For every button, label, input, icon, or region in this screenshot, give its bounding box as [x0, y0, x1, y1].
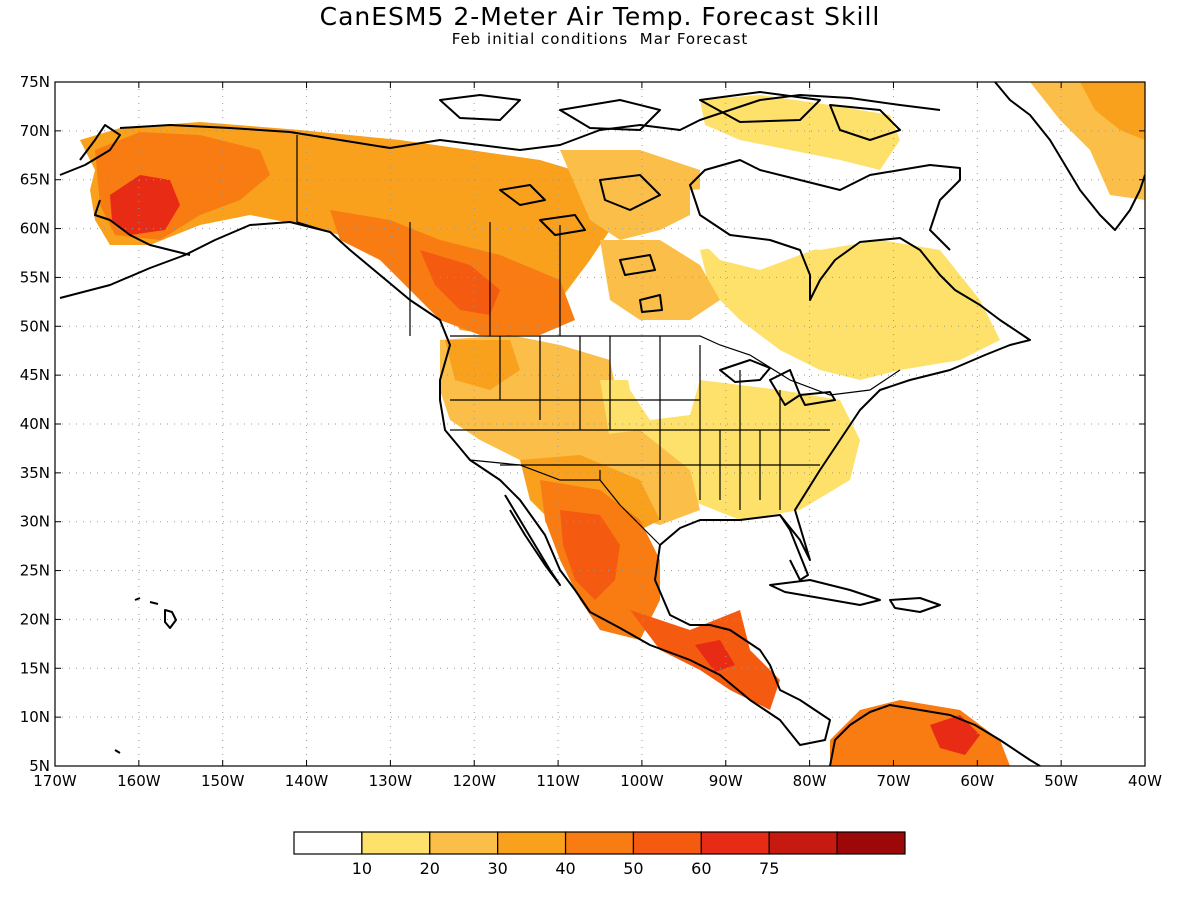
skill-region-pnw [445, 340, 520, 390]
latitude-label: 10N [20, 708, 50, 726]
longitude-label: 110W [536, 772, 580, 790]
longitude-labels: 170W 160W 150W 140W 130W 120W 110W 100W 90W 80W 70… [33, 772, 1162, 790]
skill-region-mexico-core [560, 510, 620, 600]
latitude-label: 65N [20, 171, 50, 189]
border-alaska-canada [296, 135, 351, 251]
latitude-label: 55N [20, 268, 50, 286]
latitude-label: 15N [20, 659, 50, 677]
coastline-north-america [59, 159, 1031, 746]
latitude-label: 25N [20, 562, 50, 580]
longitude-label: 170W [33, 772, 77, 790]
coastline-hawaii [114, 597, 177, 754]
colorbar-swatch [429, 831, 499, 855]
border-us-canada [450, 335, 901, 396]
colorbar-label: 30 [487, 859, 507, 878]
coastline-south-america [829, 704, 1041, 766]
coastline-baja [504, 494, 561, 586]
colorbar-label: 40 [555, 859, 575, 878]
longitude-label: 140W [285, 772, 329, 790]
latitude-label: 35N [20, 464, 50, 482]
colorbar-swatch [361, 831, 431, 855]
colorbar-label: 10 [352, 859, 372, 878]
coastline-greenland [994, 82, 1145, 231]
longitude-label: 120W [452, 772, 496, 790]
colorbar-swatch [293, 831, 363, 855]
skill-region-ontario [600, 240, 720, 320]
skill-region-alaska-max [110, 175, 180, 235]
longitude-label: 130W [369, 772, 413, 790]
latitude-labels: 75N 70N 65N 60N 55N 50N 45N 40N 35N 30N 25N 20N 15N 1… [20, 73, 50, 775]
skill-field [80, 82, 1145, 766]
skill-region-quebec [700, 240, 1000, 380]
coastline-florida [779, 514, 809, 581]
colorbar-swatch [836, 831, 906, 855]
longitude-label: 50W [1044, 772, 1078, 790]
colorbar-labels: 10 20 30 40 50 60 75 [352, 859, 780, 878]
skill-region-nunavut [560, 150, 700, 240]
skill-region-central-america [630, 610, 780, 710]
coastline-arctic-islands [439, 91, 901, 211]
latitude-label: 20N [20, 610, 50, 628]
colorbar-swatch [768, 831, 838, 855]
skill-region-bc-core [420, 250, 500, 315]
latitude-label: 5N [29, 757, 50, 775]
skill-region-arctic-islands [700, 95, 900, 170]
colorbar-label: 75 [759, 859, 779, 878]
longitude-label: 160W [117, 772, 161, 790]
skill-region-hudson-bay [690, 185, 840, 270]
longitude-label: 100W [620, 772, 664, 790]
coastline-alaska-west [59, 124, 191, 256]
colorbar-label: 20 [420, 859, 440, 878]
border-us-states [450, 336, 830, 520]
colorbar-swatch [564, 831, 635, 855]
skill-region-guatemala-max [695, 640, 735, 672]
longitude-label: 40W [1128, 772, 1162, 790]
latitude-label: 45N [20, 366, 50, 384]
longitude-label: 70W [877, 772, 911, 790]
colorbar-label: 50 [623, 859, 643, 878]
coastlines [59, 82, 1145, 766]
border-canada-provinces [409, 222, 561, 336]
skill-region-greenland-core [1080, 82, 1145, 140]
axis-ticks [54, 81, 1146, 767]
longitude-label: 150W [201, 772, 245, 790]
political-borders [296, 135, 901, 546]
colorbar-swatch [632, 831, 702, 855]
colorbar-swatch [497, 831, 567, 855]
coastline-hispaniola [889, 597, 941, 613]
colorbar-swatch [700, 831, 770, 855]
latitude-label: 75N [20, 73, 50, 91]
longitude-label: 90W [709, 772, 743, 790]
colorbar [293, 831, 906, 855]
latitude-label: 60N [20, 220, 50, 238]
coastline-cuba [769, 579, 881, 606]
skill-region-venezuela-max [930, 715, 980, 755]
colorbar-label: 60 [691, 859, 711, 878]
latitude-label: 40N [20, 415, 50, 433]
longitude-label: 80W [793, 772, 827, 790]
page-title: CanESM5 2-Meter Air Temp. Forecast Skill [319, 2, 881, 31]
page-subtitle: Feb initial conditions Mar Forecast [451, 30, 749, 48]
latitude-label: 50N [20, 317, 50, 335]
latitude-label: 70N [20, 122, 50, 140]
latitude-label: 30N [20, 513, 50, 531]
coastline-canadian-lakes [499, 184, 663, 313]
longitude-label: 60W [960, 772, 994, 790]
